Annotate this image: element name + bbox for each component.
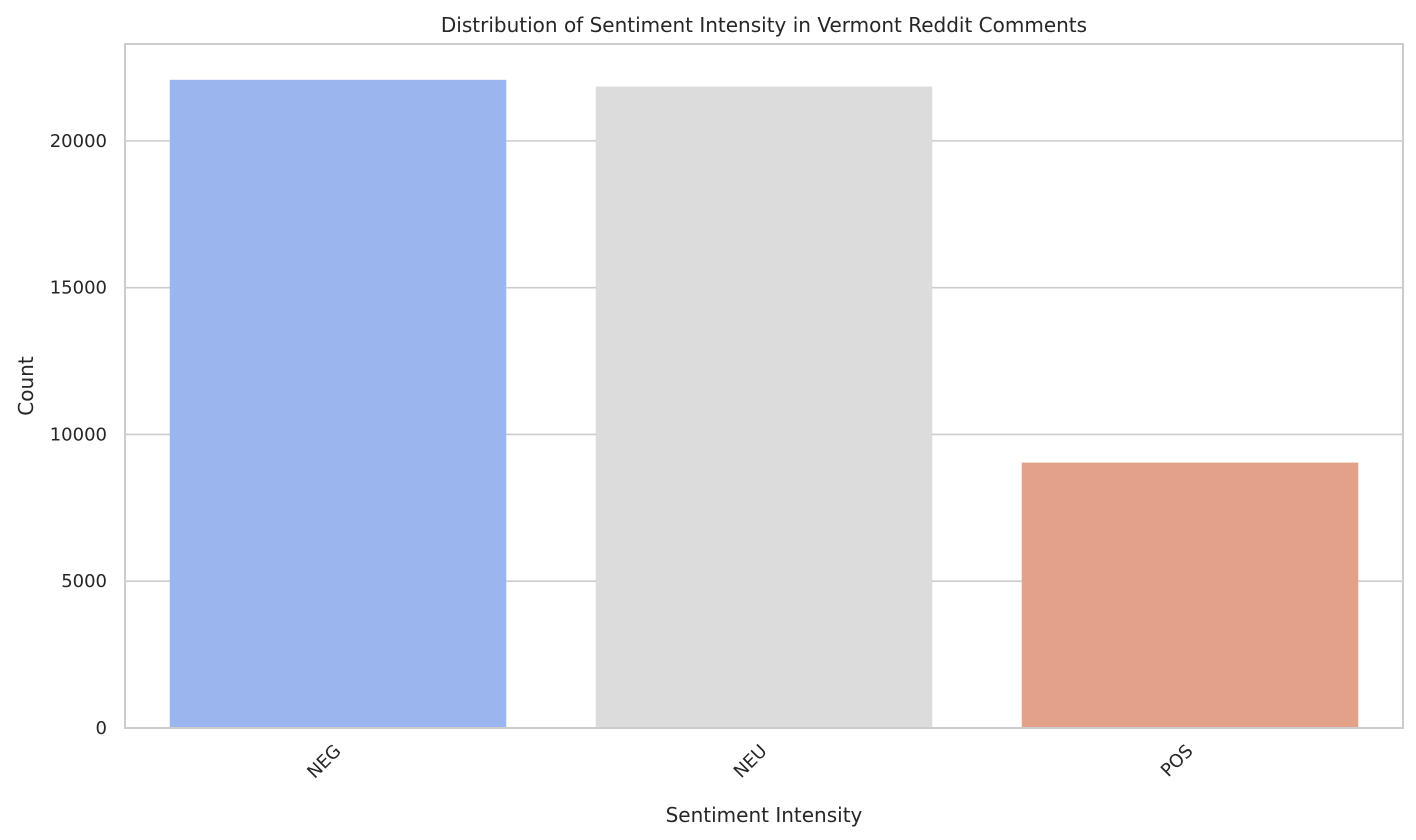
bar-pos [1021, 462, 1359, 728]
y-tick-label: 0 [96, 718, 107, 739]
bars [169, 79, 1359, 729]
x-axis-label: Sentiment Intensity [666, 803, 863, 827]
y-tick-labels: 0 5000 10000 15000 20000 [50, 131, 107, 739]
y-tick-label: 15000 [50, 278, 107, 299]
bar-neu [595, 86, 933, 728]
chart-title: Distribution of Sentiment Intensity in V… [441, 13, 1087, 37]
bar-neg [169, 79, 507, 729]
y-axis-label: Count [14, 356, 38, 416]
y-tick-label: 5000 [61, 571, 107, 592]
y-tick-label: 20000 [50, 131, 107, 152]
plot-frame [124, 43, 1404, 729]
y-tick-label: 10000 [50, 424, 107, 445]
